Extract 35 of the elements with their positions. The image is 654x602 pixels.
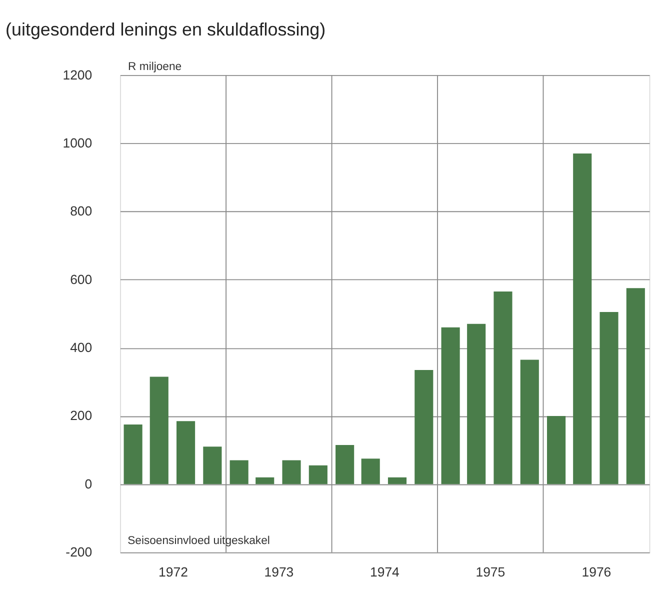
- y-tick-label: 800: [70, 204, 92, 219]
- x-tick-label: 1976: [582, 564, 612, 580]
- x-tick-label: 1974: [370, 564, 400, 580]
- bar: [441, 327, 460, 484]
- y-tick-label: 1000: [62, 136, 92, 151]
- y-tick-label: 400: [70, 340, 92, 356]
- chart-title: (uitgesonderd lenings en skuldaflossing): [6, 19, 326, 40]
- x-tick-label: 1972: [158, 564, 188, 580]
- y-axis-title: R miljoene: [128, 60, 182, 73]
- bar: [230, 460, 248, 484]
- bar: [573, 153, 592, 484]
- bar: [600, 312, 618, 484]
- bar: [414, 370, 434, 484]
- bar: [150, 376, 168, 484]
- bar: [520, 360, 539, 484]
- x-tick-label: 1975: [476, 564, 506, 580]
- bar: [467, 324, 486, 484]
- x-tick-label: 1973: [264, 564, 294, 580]
- bar: [336, 444, 354, 484]
- y-tick-label: 600: [70, 272, 92, 287]
- bar: [494, 292, 512, 484]
- bar: [203, 446, 222, 484]
- bar: [308, 465, 328, 484]
- y-tick-label: 1200: [62, 67, 92, 82]
- bar: [547, 416, 566, 484]
- bar: [361, 458, 380, 484]
- y-tick-label: 200: [70, 408, 92, 424]
- y-tick-label: 0: [84, 476, 92, 492]
- bar: [388, 477, 407, 484]
- bar: [626, 288, 645, 484]
- bar: [282, 460, 301, 484]
- bar: [124, 424, 142, 484]
- bar: [256, 477, 274, 484]
- y-tick-label: -200: [66, 544, 92, 560]
- bar: [176, 421, 196, 484]
